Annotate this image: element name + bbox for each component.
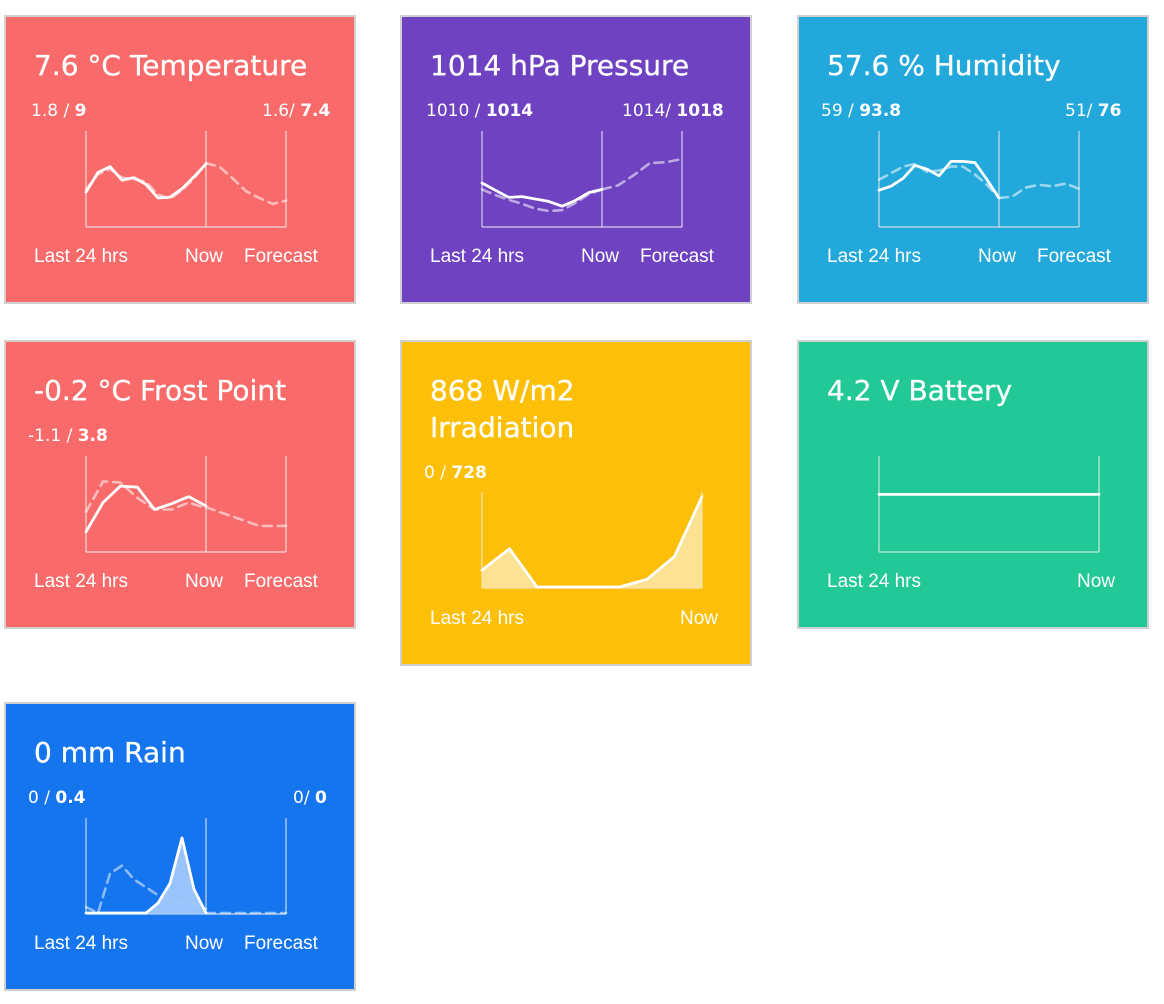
axis-label-now: Now [680, 608, 719, 629]
axis-label-forecast: Forecast [244, 933, 318, 954]
axis-label-now: Now [1077, 571, 1116, 592]
axis-label-forecast: Forecast [244, 246, 318, 267]
irradiation-sparkline [480, 492, 704, 589]
temperature-sparkline [84, 131, 288, 228]
history-line [84, 484, 208, 534]
irradiation-title: 868 W/m2 Irradiation [430, 374, 575, 444]
axis-label-now: Now [978, 246, 1017, 267]
history-area [86, 837, 206, 914]
frost-point-history-range: -1.1 / 3.8 [28, 426, 108, 446]
history-line [877, 159, 1001, 200]
irradiation-history-range: 0 / 728 [424, 463, 487, 483]
axis-label-last-24-hrs: Last 24 hrs [430, 246, 524, 267]
pressure-history-range: 1010 / 1014 [426, 101, 534, 121]
history-line [84, 836, 208, 915]
axis-label-last-24-hrs: Last 24 hrs [34, 933, 128, 954]
humidity-card[interactable]: 57.6 % Humidity 59 / 93.8 51/ 76 Last 24… [797, 15, 1149, 304]
frost-point-title: -0.2 °C Frost Point [34, 374, 287, 407]
history-line [480, 495, 704, 589]
humidity-history-range: 59 / 93.8 [821, 101, 902, 121]
axis-label-last-24-hrs: Last 24 hrs [34, 246, 128, 267]
frost-point-sparkline [84, 456, 288, 553]
pressure-card[interactable]: 1014 hPa Pressure 1010 / 1014 1014/ 1018… [400, 15, 752, 304]
axis-label-last-24-hrs: Last 24 hrs [34, 571, 128, 592]
battery-sparkline [877, 456, 1101, 553]
history-trend-line [84, 480, 208, 514]
battery-title: 4.2 V Battery [827, 374, 1013, 407]
temperature-title: 7.6 °C Temperature [34, 49, 308, 82]
pressure-sparkline [480, 131, 684, 228]
axis-label-last-24-hrs: Last 24 hrs [827, 246, 921, 267]
pressure-title: 1014 hPa Pressure [430, 49, 690, 82]
forecast-line [600, 157, 684, 191]
rain-forecast-range: 0/ 0 [293, 788, 327, 808]
forecast-line [204, 505, 288, 528]
axis-label-last-24-hrs: Last 24 hrs [430, 608, 524, 629]
history-trend-line [877, 162, 1001, 200]
history-trend-line [480, 188, 604, 213]
rain-history-range: 0 / 0.4 [28, 788, 86, 808]
battery-card[interactable]: 4.2 V Battery Last 24 hrs Now [797, 340, 1149, 629]
axis-label-forecast: Forecast [244, 571, 318, 592]
axis-label-now: Now [185, 571, 224, 592]
temperature-card[interactable]: 7.6 °C Temperature 1.8 / 9 1.6/ 7.4 Last… [4, 15, 356, 304]
forecast-line [997, 182, 1081, 200]
irradiation-card[interactable]: 868 W/m2 Irradiation 0 / 728 Last 24 hrs… [400, 340, 752, 666]
humidity-title: 57.6 % Humidity [827, 49, 1061, 82]
axis-label-forecast: Forecast [640, 246, 714, 267]
pressure-forecast-range: 1014/ 1018 [622, 101, 724, 121]
history-area [482, 496, 702, 588]
temperature-history-range: 1.8 / 9 [31, 101, 87, 121]
rain-sparkline [84, 818, 288, 915]
forecast-line [204, 161, 288, 206]
humidity-forecast-range: 51/ 76 [1065, 101, 1122, 121]
humidity-sparkline [877, 131, 1081, 228]
axis-label-last-24-hrs: Last 24 hrs [827, 571, 921, 592]
history-line [84, 162, 208, 200]
rain-title: 0 mm Rain [34, 736, 186, 769]
axis-label-forecast: Forecast [1037, 246, 1111, 267]
axis-label-now: Now [185, 246, 224, 267]
axis-label-now: Now [185, 933, 224, 954]
history-line [480, 181, 604, 208]
axis-label-now: Now [581, 246, 620, 267]
temperature-forecast-range: 1.6/ 7.4 [262, 101, 331, 121]
rain-card[interactable]: 0 mm Rain 0 / 0.4 0/ 0 Last 24 hrs Now F… [4, 702, 356, 991]
frost-point-card[interactable]: -0.2 °C Frost Point -1.1 / 3.8 Last 24 h… [4, 340, 356, 629]
